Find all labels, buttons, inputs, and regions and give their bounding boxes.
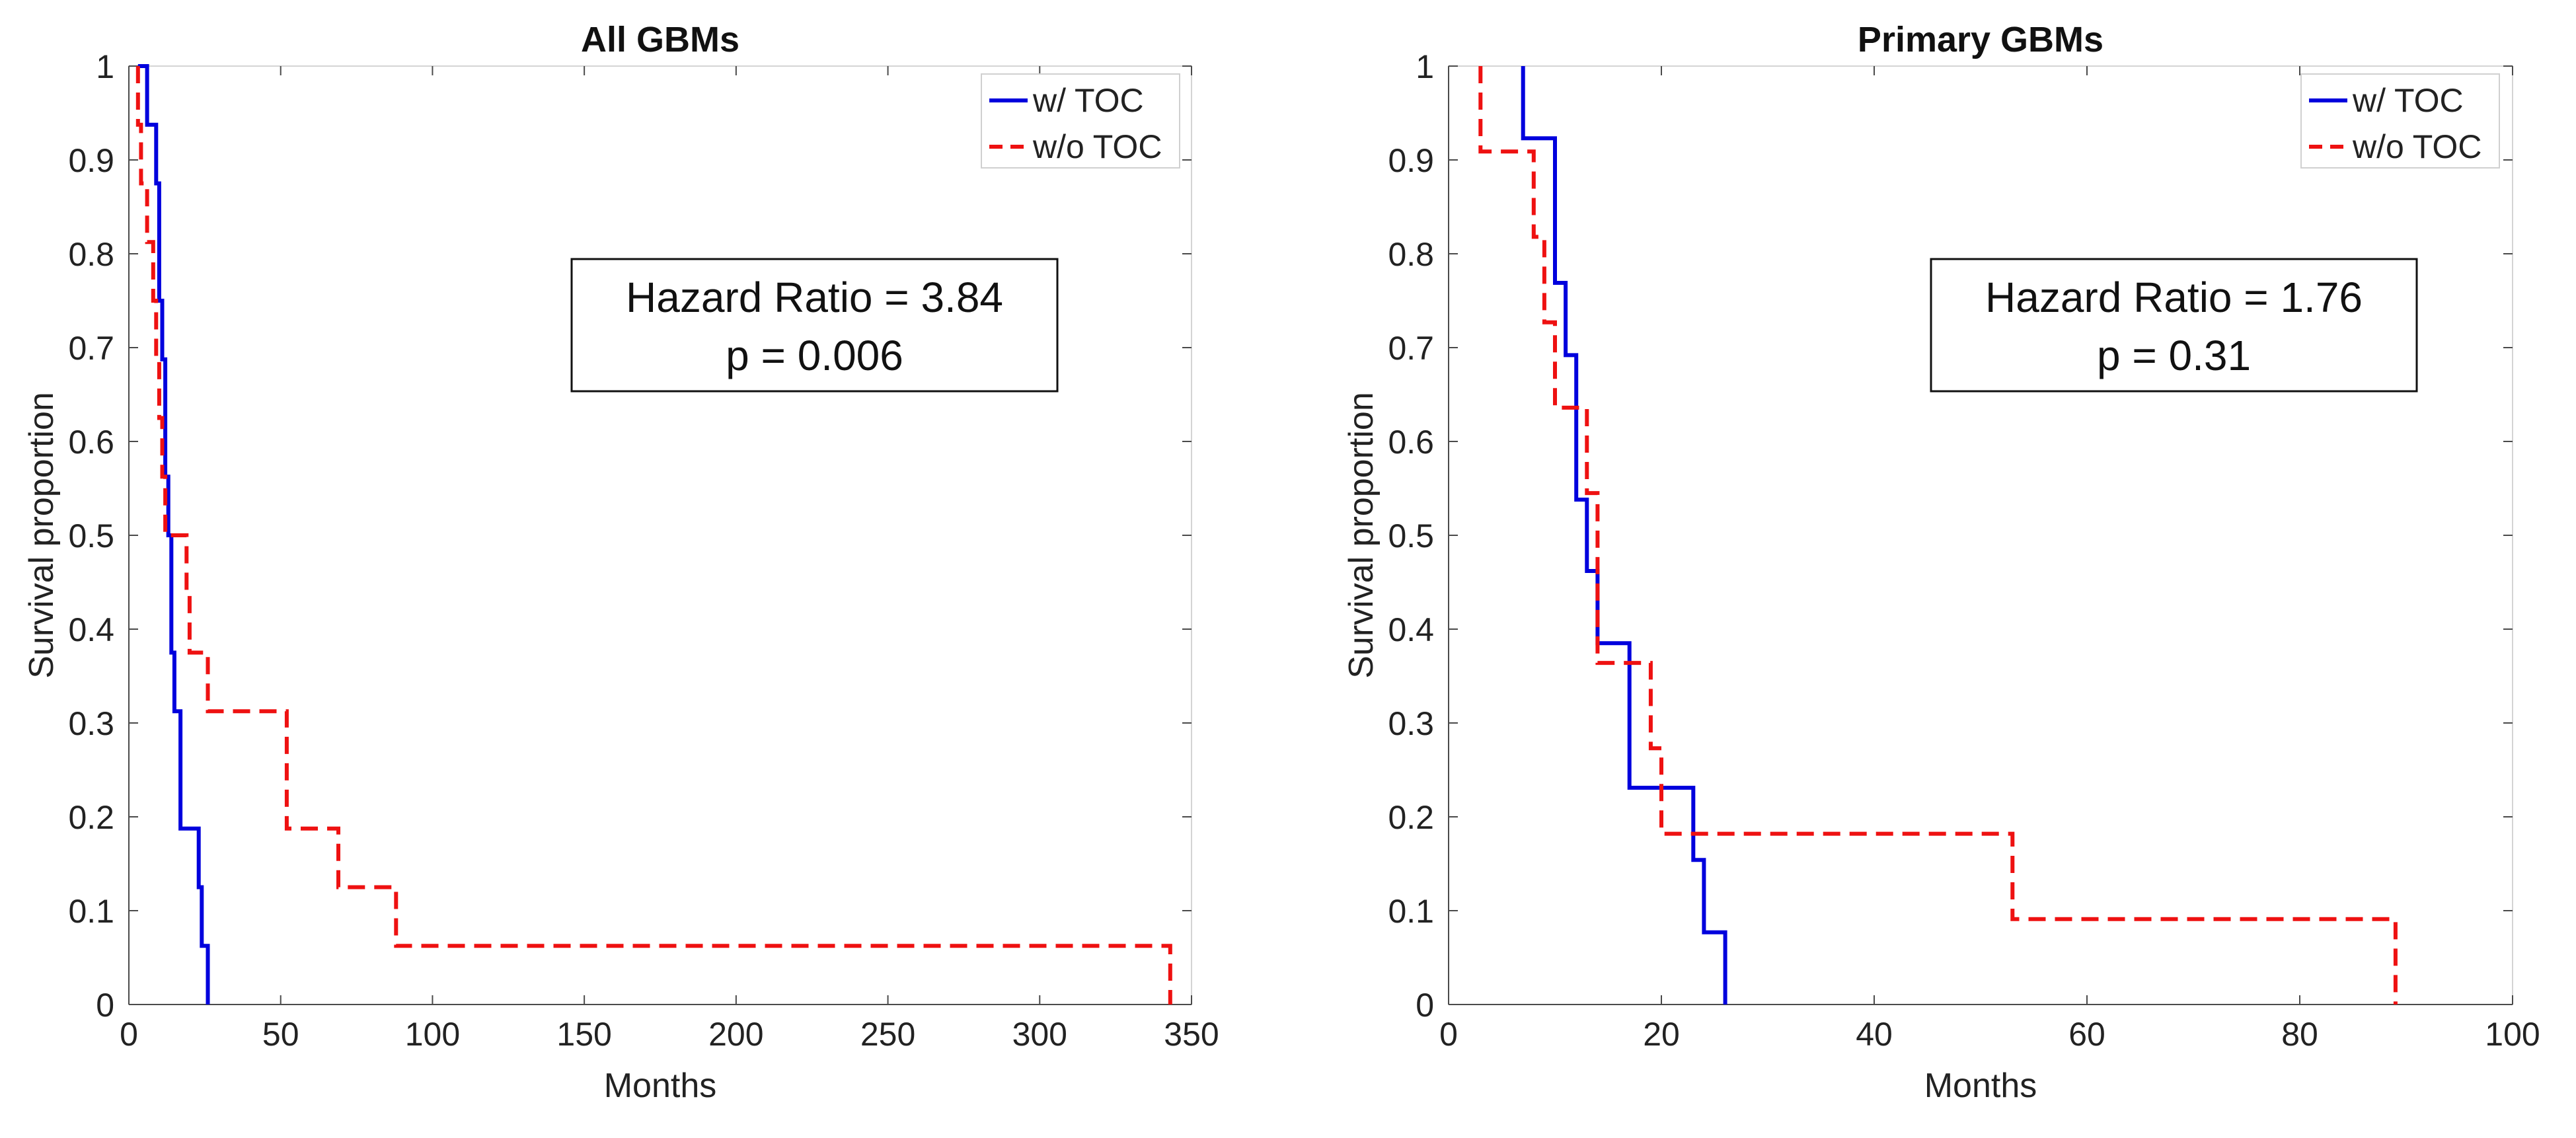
chart2-y-tick-label: 0.4 <box>1388 611 1434 648</box>
chart1-y-tick-label: 1 <box>96 48 114 85</box>
chart2-y-tick-label: 0.3 <box>1388 705 1434 742</box>
chart2-y-tick-label: 0 <box>1416 987 1434 1024</box>
chart1-series-line-without-toc <box>135 66 1172 1005</box>
chart1-y-tick-label: 0.1 <box>68 893 114 930</box>
chart1-annotation-text: p = 0.006 <box>726 332 903 379</box>
chart1-legend-box <box>981 73 1180 169</box>
chart2-y-tick-label: 0.8 <box>1388 236 1434 273</box>
chart1-legend-label: w/o TOC <box>1032 128 1162 165</box>
chart1-x-tick-label: 50 <box>262 1016 299 1053</box>
chart2-x-tick-label: 0 <box>1439 1016 1458 1053</box>
chart1-annotation-box <box>570 258 1059 393</box>
chart1-x-tick-label: 150 <box>556 1016 611 1053</box>
chart1-y-tick-label: 0.3 <box>68 705 114 742</box>
chart1-x-tick-label: 200 <box>708 1016 763 1053</box>
chart1-x-tick-label: 350 <box>1164 1016 1219 1053</box>
chart2-legend-label: w/o TOC <box>2352 128 2481 165</box>
chart1-x-tick-label: 300 <box>1012 1016 1067 1053</box>
chart1-x-tick-label: 250 <box>860 1016 915 1053</box>
chart1-y-tick-label: 0.7 <box>68 330 114 367</box>
chart2-y-tick-label: 0.7 <box>1388 330 1434 367</box>
chart1-y-tick-label: 0.4 <box>68 611 114 648</box>
chart1-y-tick-label: 0.6 <box>68 424 114 461</box>
chart2-legend-box <box>2300 73 2500 169</box>
chart2-x-tick-label: 20 <box>1643 1016 1680 1053</box>
chart2-x-tick-label: 40 <box>1856 1016 1893 1053</box>
chart2-x-tick-label: 60 <box>2068 1016 2105 1053</box>
chart1-x-tick-label: 100 <box>405 1016 460 1053</box>
chart2-y-tick-label: 0.2 <box>1388 799 1434 836</box>
chart2-title: Primary GBMs <box>1858 20 2103 59</box>
chart1-y-tick-label: 0.5 <box>68 517 114 554</box>
chart2-legend-label: w/ TOC <box>2352 82 2464 119</box>
chart1-y-axis-label: Survival proportion <box>22 392 61 679</box>
chart2-x-axis-label: Months <box>1924 1067 2037 1105</box>
chart1-y-tick-label: 0.2 <box>68 799 114 836</box>
chart2-series-line-without-toc <box>1478 66 2398 1005</box>
chart2-annotation-box <box>1930 258 2418 393</box>
chart1-y-tick-label: 0.8 <box>68 236 114 273</box>
chart2-y-tick-label: 0.1 <box>1388 893 1434 930</box>
chart2-y-tick-label: 0.6 <box>1388 424 1434 461</box>
chart2-x-tick-label: 80 <box>2281 1016 2318 1053</box>
chart1-x-axis-label: Months <box>604 1067 717 1105</box>
chart1-series-line-with-toc <box>137 64 210 1005</box>
chart2-x-tick-label: 100 <box>2485 1016 2540 1053</box>
chart2-y-axis-label: Survival proportion <box>1342 392 1381 679</box>
chart2-plot-area <box>1448 65 2513 1005</box>
chart2-y-tick-label: 0.5 <box>1388 517 1434 554</box>
chart1-plot-area <box>128 65 1192 1005</box>
chart1-legend-label: w/ TOC <box>1032 82 1144 119</box>
chart2-annotation-text: p = 0.31 <box>2097 332 2251 379</box>
chart1-y-tick-label: 0 <box>96 987 114 1024</box>
chart1-x-tick-label: 0 <box>120 1016 138 1053</box>
chart2-y-tick-label: 0.9 <box>1388 142 1434 179</box>
chart2-annotation-text: Hazard Ratio = 1.76 <box>1985 274 2363 321</box>
chart1-annotation-text: Hazard Ratio = 3.84 <box>626 274 1003 321</box>
chart1-y-tick-label: 0.9 <box>68 142 114 179</box>
chart1-title: All GBMs <box>581 20 739 59</box>
chart2-series-line-with-toc <box>1521 66 1727 1005</box>
chart2-y-tick-label: 1 <box>1416 48 1434 85</box>
